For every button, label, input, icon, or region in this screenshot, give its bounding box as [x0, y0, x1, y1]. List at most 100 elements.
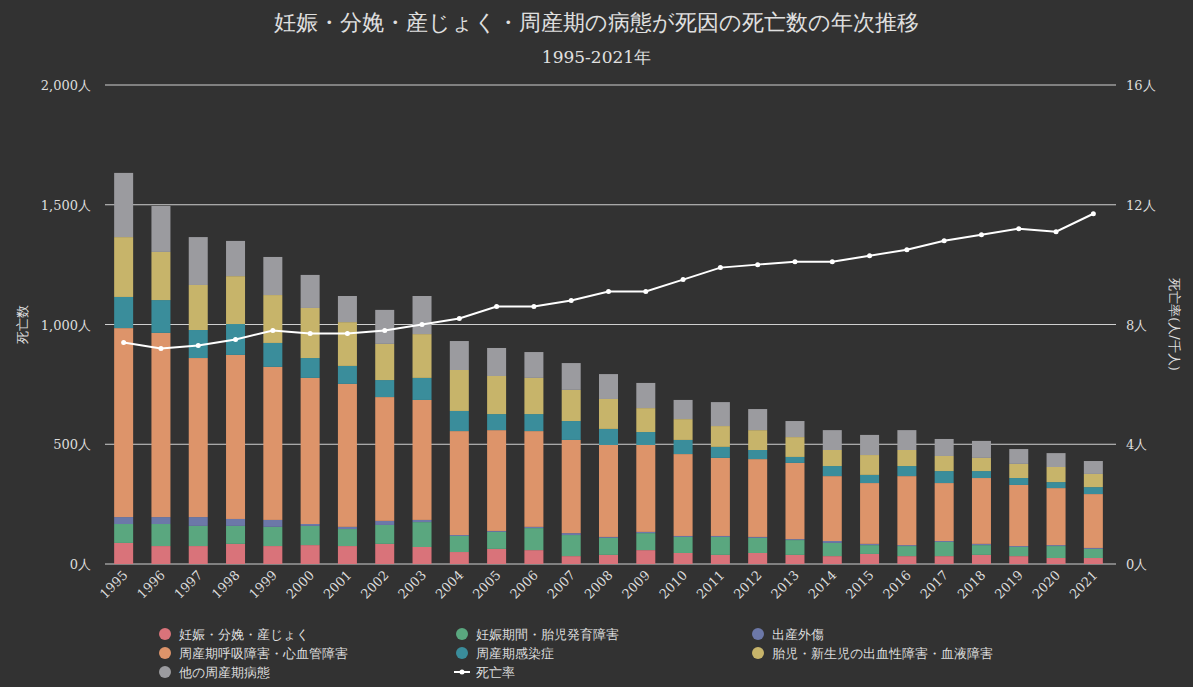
bar [487, 348, 506, 376]
x-tick-label: 2019 [992, 568, 1026, 602]
bar [674, 553, 693, 564]
bar [301, 358, 320, 378]
bar [151, 300, 170, 333]
bar [226, 324, 245, 355]
bar [1047, 546, 1066, 558]
bar [860, 435, 879, 455]
x-tick-label: 2002 [358, 568, 392, 602]
bar [189, 526, 208, 546]
bar [1084, 487, 1103, 494]
bar [114, 173, 133, 237]
bar [897, 556, 916, 564]
bar [487, 430, 506, 531]
y2-tick [1112, 444, 1116, 445]
rate-marker [457, 316, 462, 321]
rate-line [124, 214, 1094, 349]
legend-label: 他の周産期病態 [179, 665, 270, 680]
x-tick-label: 2016 [880, 568, 914, 602]
background [0, 0, 1193, 687]
y-tick-label: 1,500人 [41, 198, 91, 213]
bar [860, 483, 879, 544]
bar [636, 383, 655, 408]
bar [338, 366, 357, 384]
bar [599, 399, 618, 429]
rate-marker [531, 304, 536, 309]
rate-marker [158, 346, 163, 351]
bar [375, 380, 394, 397]
bar [189, 285, 208, 330]
y2-axis-label: 死亡率(人/千人) [1167, 278, 1182, 371]
x-tick-label: 2011 [694, 568, 728, 602]
bar [748, 459, 767, 537]
rate-marker [606, 289, 611, 294]
bar [413, 400, 432, 520]
rate-marker [270, 328, 275, 333]
y2-tick [1112, 85, 1116, 86]
bar [972, 478, 991, 544]
bar [1084, 474, 1103, 487]
bar [636, 408, 655, 432]
rate-marker [718, 265, 723, 270]
y2-tick-label: 8人 [1126, 318, 1147, 333]
legend-label: 妊娠・分娩・産じょく [179, 627, 309, 642]
bar [263, 367, 282, 520]
x-tick-label: 2007 [544, 568, 578, 602]
rate-marker [196, 343, 201, 348]
bar [375, 310, 394, 344]
rate-marker [121, 340, 126, 345]
rate-marker [382, 328, 387, 333]
bar [263, 546, 282, 564]
chart: 妊娠・分娩・産じょく・周産期の病態が死因の死亡数の年次推移1995-2021年0… [0, 0, 1193, 687]
rate-marker [942, 238, 947, 243]
bar [487, 376, 506, 414]
x-tick-label: 1999 [246, 568, 280, 602]
bar [375, 397, 394, 521]
bar [338, 296, 357, 322]
bar [450, 552, 469, 564]
bar [413, 296, 432, 334]
bar [524, 378, 543, 414]
y2-tick-label: 12人 [1126, 198, 1156, 213]
legend-label: 妊娠期間・胎児発育障害 [476, 627, 619, 642]
y2-tick [1112, 204, 1116, 205]
bar [413, 522, 432, 547]
bar [1009, 556, 1028, 564]
rate-marker [643, 289, 648, 294]
bar [562, 533, 581, 535]
bar [599, 555, 618, 564]
y-axis-label: 死亡数 [15, 305, 30, 344]
bar [301, 526, 320, 545]
x-tick-label: 2021 [1066, 568, 1100, 602]
bar [226, 526, 245, 544]
legend-swatch [159, 628, 171, 640]
bar [748, 430, 767, 450]
legend-label: 周産期呼吸障害・心血管障害 [179, 646, 348, 661]
x-tick-label: 2012 [731, 568, 765, 602]
bar [338, 384, 357, 527]
bar [413, 334, 432, 378]
bar [375, 544, 394, 564]
bar [562, 535, 581, 556]
rate-marker [1091, 211, 1096, 216]
legend-label: 出産外傷 [772, 627, 824, 642]
bar [1047, 558, 1066, 564]
rate-marker [830, 259, 835, 264]
bar [785, 463, 804, 539]
y2-tick-label: 16人 [1126, 78, 1156, 93]
bar [860, 455, 879, 475]
x-tick-label: 2020 [1029, 568, 1063, 602]
bar [189, 517, 208, 526]
bar [636, 432, 655, 445]
legend-swatch [752, 647, 764, 659]
bar [524, 352, 543, 378]
bar [1009, 449, 1028, 464]
y-tick-label: 1,000人 [41, 318, 91, 333]
bar [972, 555, 991, 564]
rate-marker [1054, 229, 1059, 234]
bar [935, 542, 954, 556]
bar [860, 544, 879, 545]
bar [1084, 558, 1103, 564]
bar [711, 447, 730, 458]
bar [524, 414, 543, 431]
bar [338, 322, 357, 366]
